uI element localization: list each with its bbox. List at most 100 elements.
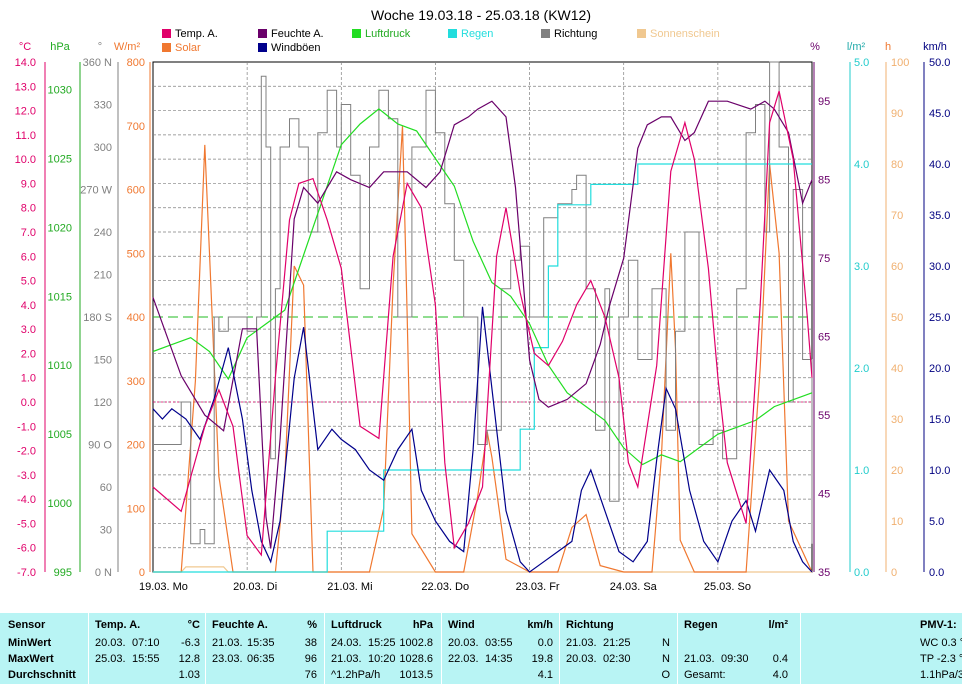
unit-label-press: hPa [50, 41, 70, 53]
tick-label-temp: 5.0 [21, 276, 36, 288]
axes: °C hPa ° W/m²% l/m² h km/h 14.0 13.0 12.0 11.0 10.0… [15, 41, 951, 593]
stats-unit-temp: °C [187, 619, 200, 631]
stats-separator [677, 613, 678, 684]
tick-label-solar: 800 [127, 57, 145, 69]
tick-label-sun: 90 [891, 108, 903, 120]
chart-title: Woche 19.03.18 - 25.03.18 (KW12) [371, 7, 591, 23]
tick-label-dir: 330 [94, 100, 112, 112]
tick-label-wind: 5.0 [929, 516, 944, 528]
tick-label-temp: -4.0 [17, 494, 36, 506]
stats-time-temp: 15:55 [132, 653, 160, 665]
legend-label-wind: Windböen [271, 42, 321, 54]
stats-date-rain: Gesamt: [684, 669, 726, 681]
tick-label-temp: 13.0 [15, 81, 36, 93]
stats-date-wind: 22.03. [448, 653, 479, 665]
stats-row-label: Durchschnitt [8, 669, 76, 681]
stats-separator [800, 613, 801, 684]
tick-label-rain: 5.0 [854, 57, 869, 69]
unit-label-wind: km/h [923, 41, 947, 53]
tick-label-wind: 40.0 [929, 159, 950, 171]
stats-value-temp: -6.3 [181, 637, 200, 649]
legend-swatch-sonne [637, 29, 646, 38]
x-tick-label: 21.03. Mi [327, 581, 372, 593]
legend-swatch-regen [448, 29, 457, 38]
stats-unit-press: hPa [412, 619, 433, 631]
tick-label-wind: 0.0 [929, 567, 944, 579]
legend-swatch-wind [258, 43, 267, 52]
legend-label-solar: Solar [175, 42, 201, 54]
x-tick-label: 22.03. Do [421, 581, 469, 593]
stats-separator [441, 613, 442, 684]
stats-pmv-value: TP -2.3 ° [920, 653, 962, 665]
legend-swatch-richtung [541, 29, 550, 38]
stats-value-wind: 19.8 [531, 653, 553, 665]
tick-label-dir: 150 [94, 355, 112, 367]
legend-swatch-feuchte [258, 29, 267, 38]
stats-header-pmv: PMV-1: [920, 619, 957, 631]
tick-label-sun: 80 [891, 159, 903, 171]
tick-label-sun: 0 [891, 567, 897, 579]
stats-header-dir: Richtung [566, 619, 614, 631]
tick-label-solar: 100 [127, 503, 145, 515]
series-line-luftdruck [152, 108, 813, 466]
tick-label-temp: 4.0 [21, 300, 36, 312]
tick-label-sun: 60 [891, 261, 903, 273]
tick-label-temp: 11.0 [15, 130, 36, 142]
tick-label-press: 1015 [48, 291, 72, 303]
stats-time-press: 10:20 [368, 653, 396, 665]
stats-value-temp: 1.03 [178, 669, 200, 681]
tick-label-press: 1020 [48, 222, 72, 234]
legend-swatch-temp [162, 29, 171, 38]
tick-label-hum: 75 [818, 253, 830, 265]
weather-chart: Woche 19.03.18 - 25.03.18 (KW12) Temp. A… [15, 7, 951, 593]
legend-label-sonne: Sonnenschein [650, 28, 720, 40]
unit-label-dir: ° [98, 41, 102, 53]
tick-label-wind: 20.0 [929, 363, 950, 375]
stats-unit-wind: km/h [527, 619, 553, 631]
stats-time-wind: 03:55 [485, 637, 513, 649]
tick-label-wind: 45.0 [929, 108, 950, 120]
tick-label-temp: 9.0 [21, 178, 36, 190]
stats-value-dir: N [662, 653, 670, 665]
stats-header-temp: Temp. A. [95, 619, 141, 631]
tick-label-solar: 400 [127, 312, 145, 324]
stats-date-rain: 21.03. [684, 653, 715, 665]
tick-label-temp: -3.0 [17, 470, 36, 482]
stats-unit-hum: % [307, 619, 317, 631]
tick-label-rain: 0.0 [854, 567, 869, 579]
stats-pmv-value: 1.1hPa/3 [920, 669, 962, 681]
tick-label-temp: 8.0 [21, 203, 36, 215]
tick-label-temp: -6.0 [17, 543, 36, 555]
stats-time-temp: 07:10 [132, 637, 160, 649]
tick-label-sun: 20 [891, 465, 903, 477]
stats-header-press: Luftdruck [331, 619, 382, 631]
tick-label-dir: 60 [100, 482, 112, 494]
series-line-sonne [153, 566, 812, 573]
tick-label-dir: 240 [94, 227, 112, 239]
tick-label-wind: 50.0 [929, 57, 950, 69]
stats-value-dir: O [661, 669, 670, 681]
tick-label-press: 1000 [48, 498, 72, 510]
legend-swatch-luftdruck [352, 29, 361, 38]
tick-label-press: 1005 [48, 429, 72, 441]
stats-date-temp: 20.03. [95, 637, 126, 649]
tick-label-wind: 35.0 [929, 210, 950, 222]
stats-unit-rain: l/m² [768, 619, 788, 631]
stats-value-rain: 0.4 [772, 653, 788, 665]
legend-label-regen: Regen [461, 28, 493, 40]
stats-time-rain: 09:30 [721, 653, 749, 665]
tick-label-solar: 700 [127, 121, 145, 133]
stats-value-temp: 12.8 [178, 653, 200, 665]
tick-label-wind: 30.0 [929, 261, 950, 273]
tick-label-dir: 360 N [83, 57, 112, 69]
unit-label-temp: °C [19, 41, 31, 53]
stats-time-dir: 02:30 [603, 653, 631, 665]
x-tick-label: 25.03. So [704, 581, 751, 593]
tick-label-dir: 30 [100, 525, 112, 537]
stats-value-rain: 4.0 [772, 669, 788, 681]
tick-label-temp: 7.0 [21, 227, 36, 239]
stats-value-wind: 0.0 [537, 637, 553, 649]
tick-label-press: 1010 [48, 360, 72, 372]
tick-label-hum: 95 [818, 96, 830, 108]
series [152, 61, 813, 573]
